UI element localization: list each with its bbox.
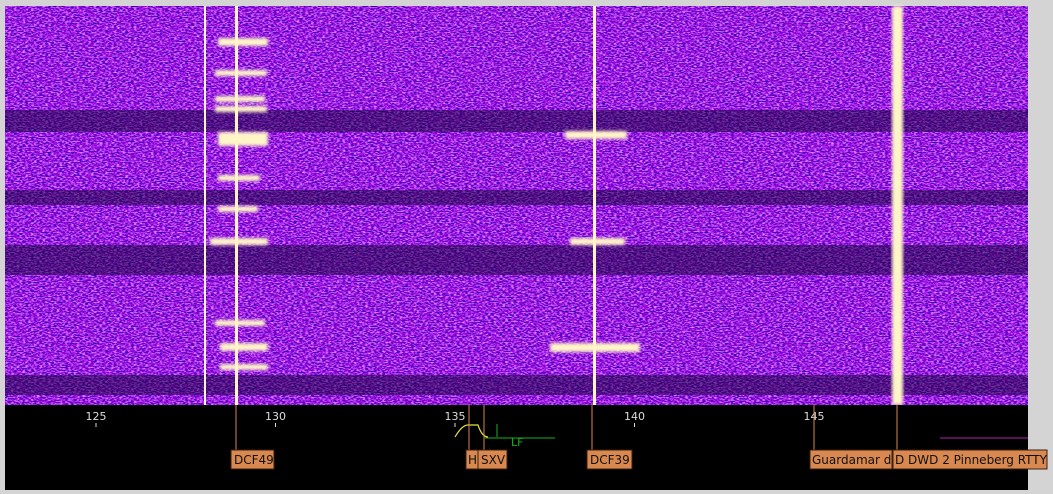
station-labels <box>235 405 898 450</box>
station-label[interactable]: Guardamar d <box>812 453 891 467</box>
station-box[interactable] <box>586 449 633 470</box>
station-label[interactable]: DCF39 <box>590 453 630 467</box>
tick-label: 140 <box>624 410 645 423</box>
station-box[interactable] <box>809 449 893 470</box>
tick-label: 125 <box>86 410 107 423</box>
scale-panel <box>5 405 1028 490</box>
station-box[interactable] <box>230 449 275 470</box>
station-box[interactable] <box>477 449 508 470</box>
station-label[interactable]: HH <box>468 453 486 467</box>
carrier-traces <box>204 6 903 405</box>
passband-label: LF <box>511 436 523 449</box>
tick-label: 130 <box>265 410 286 423</box>
station-box[interactable] <box>892 449 1048 470</box>
waterfall-band <box>5 110 1028 395</box>
station-label[interactable]: SXV <box>481 453 506 467</box>
tick-label: 135 <box>445 410 466 423</box>
station-label[interactable]: DCF49 <box>234 453 274 467</box>
waterfall-noise <box>5 6 1028 405</box>
station-label[interactable]: D DWD 2 Pinneberg RTTY <box>895 453 1048 467</box>
